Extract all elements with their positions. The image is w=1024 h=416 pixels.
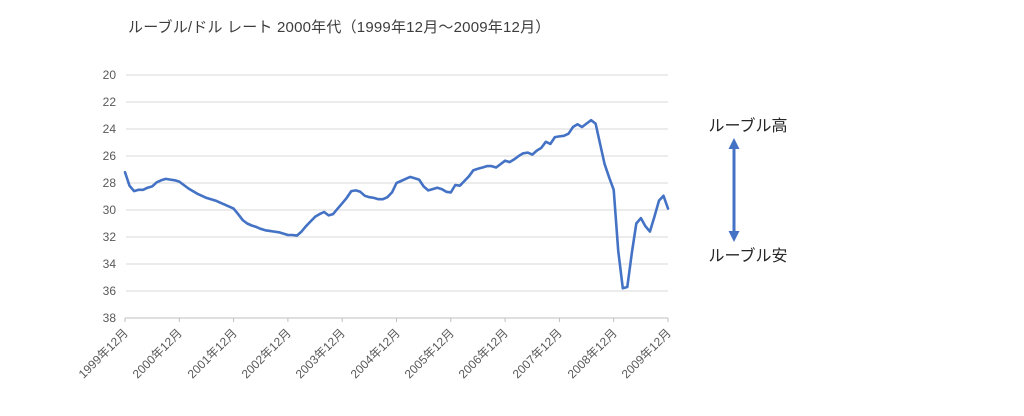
- y-axis-tick-label: 26: [102, 149, 116, 163]
- data-series-line: [123, 118, 670, 290]
- y-axis-tick-label: 22: [102, 95, 116, 109]
- ruble-low-label: ルーブル安: [708, 248, 788, 265]
- y-axis-tick-label: 30: [102, 203, 116, 217]
- ruble-high-label: ルーブル高: [708, 118, 788, 135]
- y-axis-tick-label: 24: [102, 122, 116, 136]
- y-axis-tick-label: 28: [102, 176, 116, 190]
- chart-title: ルーブル/ドル レート 2000年代（1999年12月～2009年12月）: [128, 19, 551, 36]
- y-axis-tick-label: 36: [102, 284, 116, 298]
- y-axis-tick-label: 32: [102, 230, 116, 244]
- y-axis-tick-label: 34: [102, 257, 116, 271]
- y-axis-tick-label: 38: [102, 311, 116, 325]
- y-axis-tick-label: 20: [102, 68, 116, 82]
